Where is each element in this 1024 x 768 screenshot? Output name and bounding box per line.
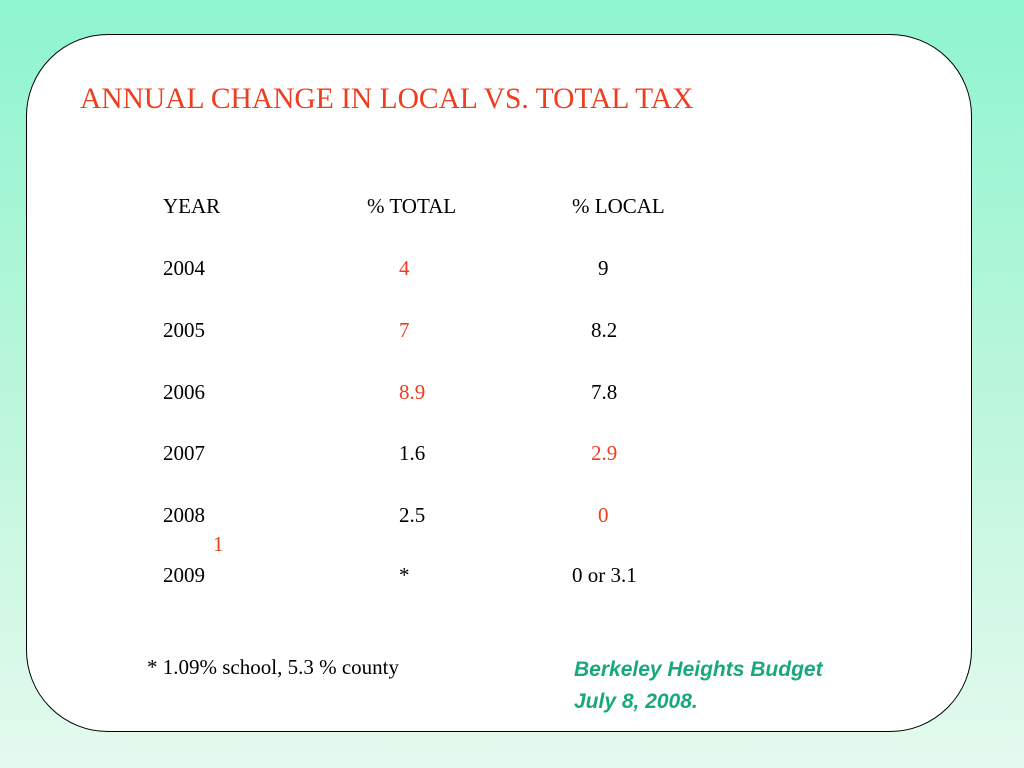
year-2005: 2005 <box>163 318 205 342</box>
total-2007: 1.6 <box>399 441 426 465</box>
total-2008: 2.5 <box>399 503 426 527</box>
year-2006: 2006 <box>163 380 205 404</box>
total-2005: 7 <box>399 318 410 342</box>
header-total: % TOTAL <box>367 194 457 218</box>
local-2006: 7.8 <box>591 380 618 404</box>
local-2008: 0 <box>598 503 609 527</box>
footnote: * 1.09% school, 5.3 % county <box>147 655 399 679</box>
header-year: YEAR <box>163 194 221 218</box>
local-2005: 8.2 <box>591 318 618 342</box>
total-2009: * <box>399 563 410 587</box>
credit-line-1: Berkeley Heights Budget <box>574 658 823 681</box>
total-2004: 4 <box>399 256 410 280</box>
year-2004: 2004 <box>163 256 205 280</box>
slide-card <box>26 34 972 732</box>
year-2008: 2008 <box>163 503 205 527</box>
local-2009: 0 or 3.1 <box>572 563 637 587</box>
local-2004: 9 <box>598 256 609 280</box>
local-2007: 2.9 <box>591 441 618 465</box>
stray-mark: 1 <box>213 532 224 556</box>
credit-line-2: July 8, 2008. <box>574 690 698 713</box>
header-local: % LOCAL <box>572 194 665 218</box>
total-2006: 8.9 <box>399 380 426 404</box>
year-2007: 2007 <box>163 441 205 465</box>
year-2009: 2009 <box>163 563 205 587</box>
slide-title: ANNUAL CHANGE IN LOCAL VS. TOTAL TAX <box>80 83 694 115</box>
